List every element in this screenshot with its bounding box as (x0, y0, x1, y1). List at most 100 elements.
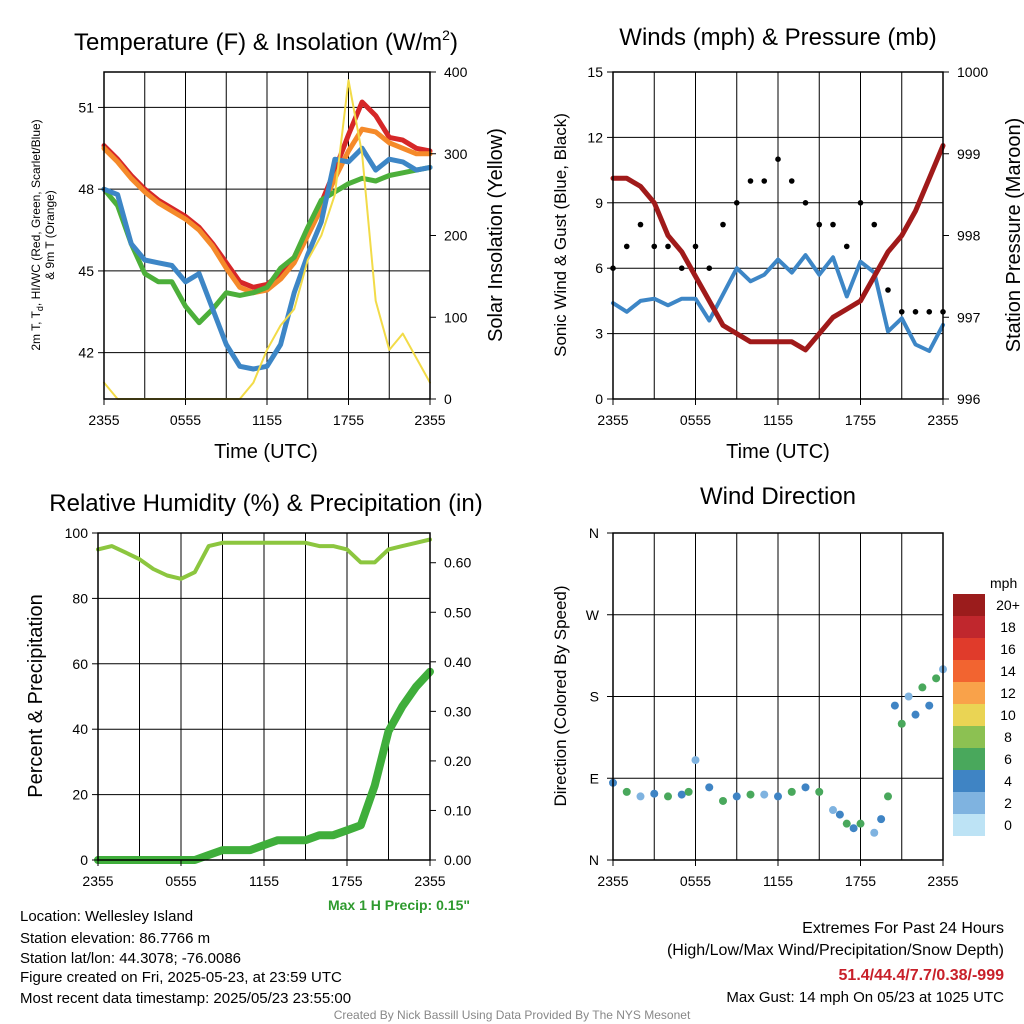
series-line-2 (101, 164, 433, 326)
y-tick-label-left: E (590, 770, 599, 786)
direction-point (842, 819, 851, 828)
rh-left-ticks: 0 20 40 60 80 100 (65, 525, 98, 868)
gust-point (651, 243, 658, 250)
x-tick-label: 0555 (170, 412, 201, 428)
y-tick-label-left: 9 (595, 195, 603, 211)
direction-point (746, 790, 755, 799)
gust-point (885, 287, 891, 293)
legend-swatch (953, 660, 985, 682)
y-tick-label-left: 0 (80, 852, 88, 868)
info-location: Location: Wellesley Island (20, 908, 193, 925)
y-tick-label-left: 60 (72, 656, 88, 672)
wind-x-ticks: 2355 0555 1155 1755 2355 (597, 399, 959, 428)
y-tick-label-right: 0.60 (444, 555, 471, 571)
y-tick-label-right: 0 (444, 391, 452, 407)
wind-right-ticks: 996 997 998 999 1000 (943, 64, 988, 407)
gust-point (788, 178, 795, 184)
y-tick-label-right: 0.30 (444, 703, 471, 719)
legend-label: 2 (1004, 795, 1012, 811)
y-tick-label-right: 997 (957, 309, 981, 325)
wind-grid (613, 72, 943, 399)
series-line-1 (101, 126, 433, 296)
legend-title: mph (990, 575, 1017, 591)
gust-point (871, 221, 878, 228)
direction-point (622, 787, 631, 796)
direction-point (849, 824, 858, 833)
legend-label: 10 (1000, 707, 1016, 723)
legend-swatch (953, 682, 985, 704)
temp-panel: Temperature (F) & Insolation (W/m2) 42 45… (29, 27, 507, 463)
gust-point (720, 221, 726, 228)
direction-point (856, 819, 865, 828)
legend-label: 14 (1000, 663, 1016, 679)
extremes-subtitle: (High/Low/Max Wind/Precipitation/Snow De… (667, 942, 1004, 959)
legend-swatch (953, 770, 985, 792)
legend-swatch (953, 814, 985, 836)
info-created: Figure created on Fri, 2025-05-23, at 23… (20, 969, 342, 986)
y-tick-label-right: 400 (444, 64, 468, 80)
dir-ylabel-left: Direction (Colored By Speed) (551, 585, 570, 806)
gust-point (830, 221, 836, 228)
y-tick-label-left: 42 (78, 345, 94, 361)
temp-ylabel-left-2: & 9m T (Orange) (43, 190, 57, 280)
direction-point (705, 783, 714, 792)
direction-point (801, 783, 810, 792)
gust-point (733, 200, 740, 206)
temp-ylabel-left: 2m T, Td, HI/WC (Red, Green, Scarlet/Blu… (29, 119, 45, 350)
direction-point (691, 756, 700, 765)
direction-point (774, 792, 782, 801)
x-tick-label: 1155 (763, 873, 793, 889)
y-tick-label-left: 6 (595, 260, 603, 276)
x-tick-label: 2355 (597, 412, 628, 428)
x-tick-label: 2355 (927, 873, 958, 889)
legend-swatch (953, 616, 985, 638)
temp-ylabel-right: Solar Insolation (Yellow) (485, 128, 507, 342)
y-tick-label-right: 1000 (957, 64, 988, 80)
extremes-gust: Max Gust: 14 mph On 05/23 at 1025 UTC (726, 989, 1004, 1006)
direction-point (890, 701, 899, 710)
wind-panel: Winds (mph) & Pressure (mb) 0 3 6 9 12 15 996… (551, 24, 1024, 463)
temp-series (101, 79, 433, 400)
direction-point (932, 674, 941, 683)
direction-point (732, 792, 741, 801)
direction-point (884, 792, 892, 801)
legend-swatch (953, 638, 985, 660)
legend-label: 12 (1000, 685, 1016, 701)
legend-swatch (953, 704, 985, 726)
gust-point (623, 243, 630, 250)
extremes-title: Extremes For Past 24 Hours (802, 920, 1004, 937)
credit: Created By Nick Bassill Using Data Provi… (334, 1008, 691, 1022)
x-tick-label: 1755 (331, 873, 362, 889)
y-tick-label-left: 48 (78, 181, 94, 197)
temp-title: Temperature (F) & Insolation (W/m2) (74, 27, 458, 56)
y-tick-label-left: 100 (65, 525, 89, 541)
pressure-line (610, 143, 946, 353)
x-tick-label: 1155 (252, 412, 282, 428)
y-tick-label-right: 0.40 (444, 654, 471, 670)
direction-point (897, 719, 906, 728)
direction-point (870, 828, 879, 837)
direction-point (787, 787, 796, 796)
legend-label: 18 (1000, 619, 1016, 635)
y-tick-label-right: 300 (444, 146, 468, 162)
direction-point (829, 806, 837, 815)
rh-right-ticks: 0.00 0.10 0.20 0.30 0.40 0.50 0.60 (430, 555, 471, 868)
gust-point (637, 221, 644, 228)
direction-point (760, 790, 769, 799)
y-tick-label-left: N (589, 852, 599, 868)
y-tick-label-left: 12 (587, 129, 603, 145)
legend-label: 6 (1004, 751, 1012, 767)
rh-panel: Relative Humidity (%) & Precipitation (i… (25, 490, 483, 913)
direction-point (925, 701, 934, 710)
gust-point (898, 309, 905, 315)
rh-ylabel-left: Percent & Precipitation (25, 594, 47, 797)
dir-left-ticks: N E S W N (586, 525, 613, 868)
y-tick-label-left: 51 (78, 99, 94, 115)
precip-note: Max 1 H Precip: 0.15" (328, 897, 470, 913)
direction-point (815, 787, 824, 796)
gust-point (775, 156, 781, 162)
rh-x-ticks: 2355 0555 1155 1755 2355 (82, 860, 446, 889)
direction-point (918, 683, 927, 692)
gust-point (761, 178, 768, 184)
legend-swatch (953, 792, 985, 814)
